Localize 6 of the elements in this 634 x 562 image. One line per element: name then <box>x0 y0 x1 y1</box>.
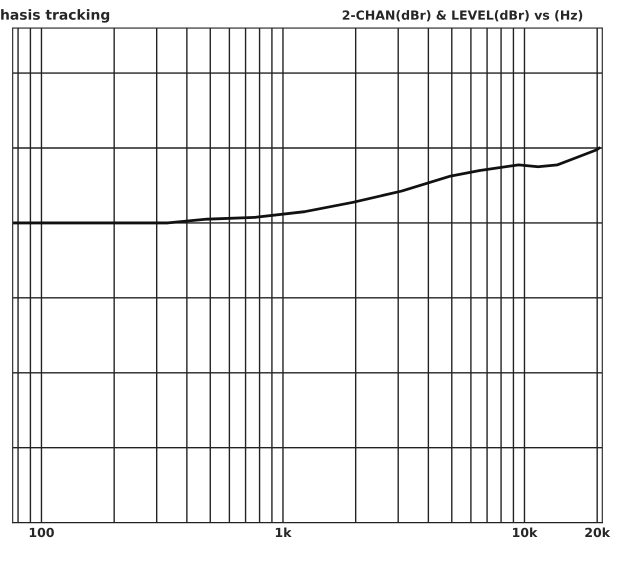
chart-subtitle: 2-CHAN(dBr) & LEVEL(dBr) vs (Hz) <box>342 10 582 22</box>
x-tick-label: 100 <box>30 528 54 538</box>
x-tick-label: 1k <box>276 528 292 538</box>
x-tick-label: 10k <box>513 528 538 538</box>
chart-title: hasis tracking <box>1 9 110 23</box>
x-tick-label: 20k <box>585 528 610 538</box>
